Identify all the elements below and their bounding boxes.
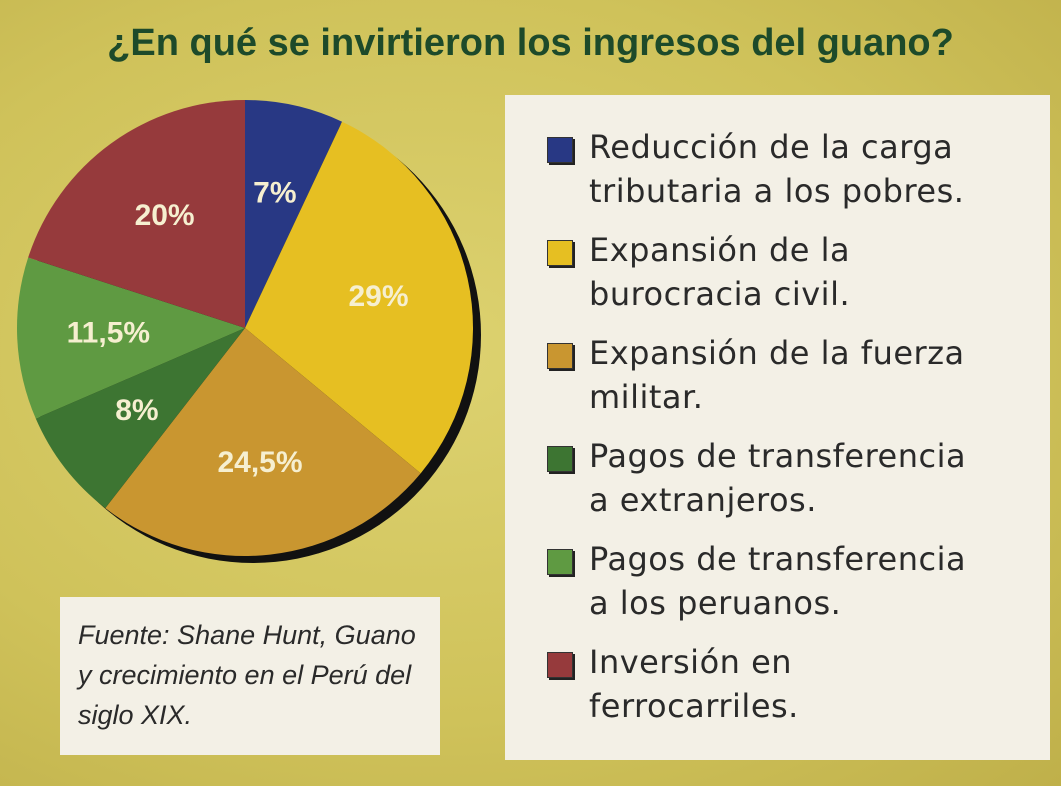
- legend-swatch: [547, 343, 573, 369]
- legend-swatch: [547, 137, 573, 163]
- pie-slice: [17, 257, 246, 419]
- legend-swatch: [547, 652, 573, 678]
- slice-label: 8%: [115, 394, 158, 427]
- chart-title: ¿En qué se invirtieron los ingresos del …: [107, 22, 954, 64]
- pie-slice: [245, 121, 473, 474]
- legend-swatch: [547, 446, 573, 472]
- pie-slice: [245, 100, 343, 328]
- legend-item: Reducción de la carga tributaria a los p…: [547, 125, 1050, 228]
- source-note: Fuente: Shane Hunt, Guano y crecimiento …: [60, 597, 440, 755]
- slice-label: 29%: [348, 280, 408, 313]
- legend-item: Inversión en ferrocarriles.: [547, 640, 1050, 743]
- legend: Reducción de la carga tributaria a los p…: [505, 95, 1050, 760]
- pie-slice: [35, 328, 245, 509]
- legend-label: Inversión en ferrocarriles.: [589, 643, 799, 725]
- legend-label: Pagos de transferencia a extranjeros.: [589, 437, 967, 519]
- slice-label: 11,5%: [67, 316, 150, 349]
- legend-item: Pagos de transferencia a extranjeros.: [547, 434, 1050, 537]
- pie-slice: [105, 328, 421, 557]
- legend-item: Expansión de la burocracia civil.: [547, 228, 1050, 331]
- legend-label: Expansión de la burocracia civil.: [589, 231, 851, 313]
- legend-label: Reducción de la carga tributaria a los p…: [589, 128, 965, 210]
- legend-swatch: [547, 549, 573, 575]
- legend-item: Pagos de transferencia a los peruanos.: [547, 537, 1050, 640]
- legend-item: Expansión de la fuerza militar.: [547, 331, 1050, 434]
- slice-label: 7%: [253, 176, 296, 209]
- pie-slice: [28, 100, 245, 328]
- slice-label: 20%: [135, 199, 195, 232]
- legend-swatch: [547, 240, 573, 266]
- legend-label: Pagos de transferencia a los peruanos.: [589, 540, 967, 622]
- legend-label: Expansión de la fuerza militar.: [589, 334, 965, 416]
- pie-chart: 7% 29% 24,5% 8% 11,5% 20%: [17, 100, 481, 563]
- slice-label: 24,5%: [217, 446, 302, 479]
